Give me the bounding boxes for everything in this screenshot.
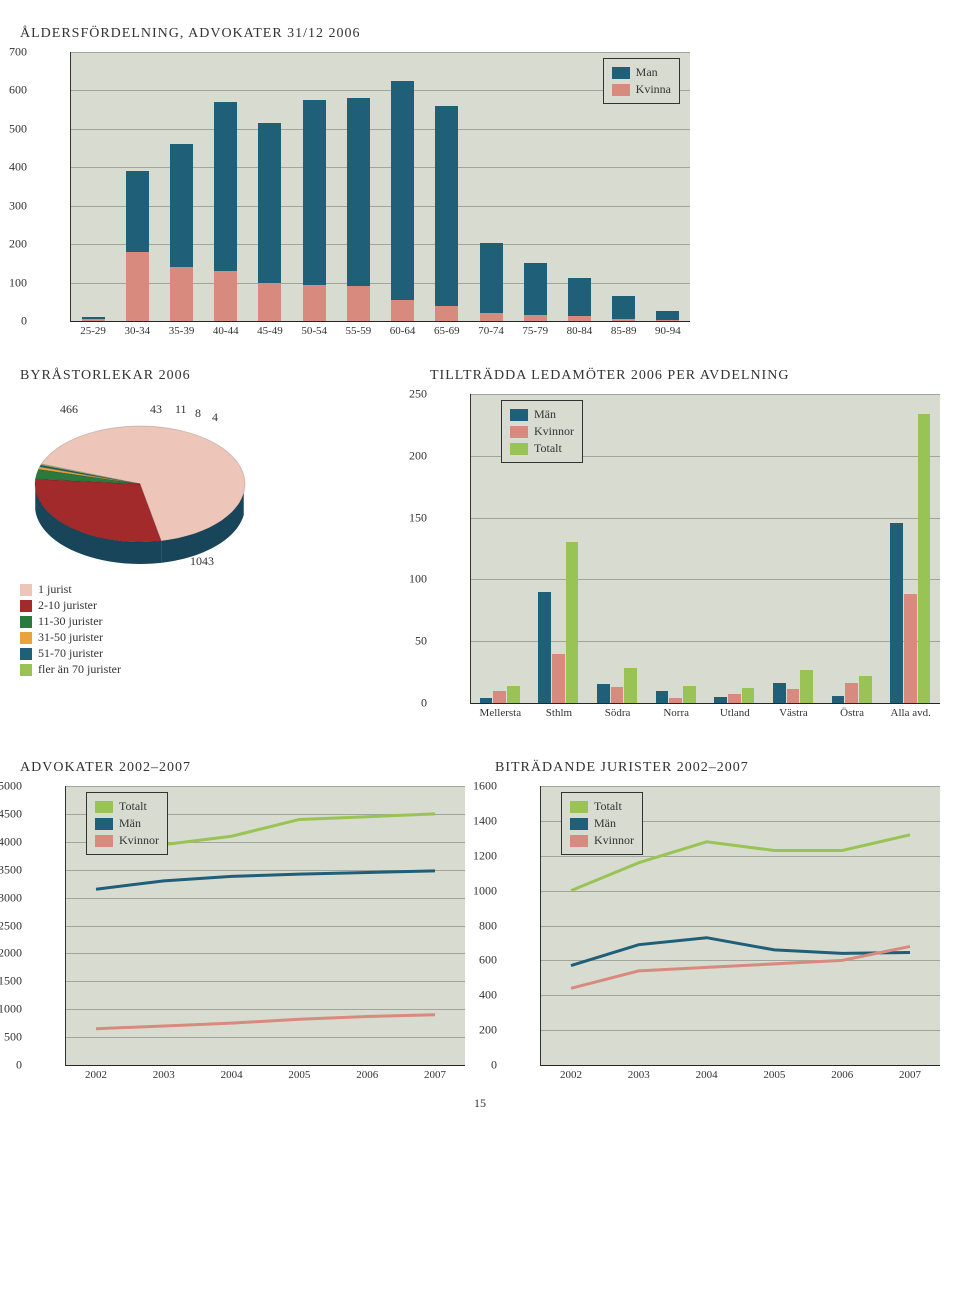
- pie-legend: 1 jurist2-10 jurister11-30 jurister31-50…: [20, 582, 400, 677]
- chart4-title: BITRÄDANDE JURISTER 2002–2007: [495, 760, 940, 776]
- age-bar: [347, 98, 370, 321]
- ledamoter-bar: [624, 668, 637, 703]
- chart3-plot: 0500100015002000250030003500400045005000…: [65, 786, 465, 1066]
- pie-legend-item: 51-70 jurister: [20, 646, 400, 661]
- ledamoter-bar: [787, 689, 800, 703]
- chart2-title: TILLTRÄDDA LEDAMÖTER 2006 PER AVDELNING: [430, 368, 940, 384]
- age-bar: [126, 171, 149, 321]
- ledamoter-bar: [597, 684, 610, 703]
- pie-label-8: 8: [195, 406, 201, 421]
- age-distribution-section: ÅLDERSFÖRDELNING, ADVOKATER 31/12 2006 0…: [20, 26, 940, 322]
- line-legend: TotaltMänKvinnor: [561, 792, 643, 855]
- line-legend: TotaltMänKvinnor: [86, 792, 168, 855]
- age-bar: [214, 102, 237, 321]
- pie-label-1043: 1043: [190, 554, 214, 569]
- pie-label-466: 466: [60, 402, 78, 417]
- middle-row: BYRÅSTORLEKAR 2006 466 43 11 8 4 1043 1 …: [20, 362, 940, 704]
- pie-legend-item: 11-30 jurister: [20, 614, 400, 629]
- age-bar: [612, 296, 635, 321]
- ledamoter-bar: [552, 654, 565, 703]
- pie-label-4: 4: [212, 410, 218, 425]
- page-number: 15: [20, 1096, 940, 1111]
- ledamoter-bar: [507, 686, 520, 703]
- age-bar: [391, 81, 414, 321]
- chart4-plot: 0200400600800100012001400160020022003200…: [540, 786, 940, 1066]
- ledamoter-bar: [683, 686, 696, 703]
- chart1-title: ÅLDERSFÖRDELNING, ADVOKATER 31/12 2006: [20, 26, 940, 42]
- age-bar: [524, 263, 547, 321]
- pie-legend-item: 1 jurist: [20, 582, 400, 597]
- age-bar: [170, 144, 193, 321]
- age-bar: [258, 123, 281, 321]
- ledamoter-bar: [493, 691, 506, 703]
- ledamoter-bar: [742, 688, 755, 703]
- pie-label-43: 43: [150, 402, 162, 417]
- chart3-title: ADVOKATER 2002–2007: [20, 760, 465, 776]
- ledamoter-bar: [656, 691, 669, 703]
- ledamoter-bar: [890, 523, 903, 703]
- chart1-legend: ManKvinna: [603, 58, 680, 104]
- ledamoter-bar: [904, 594, 917, 703]
- ledamoter-bar: [611, 687, 624, 703]
- age-bar: [568, 278, 591, 321]
- ledamoter-bar: [859, 676, 872, 703]
- line-man: [571, 938, 910, 966]
- age-bar: [480, 243, 503, 321]
- chart1-plot: 010020030040050060070025-2930-3435-3940-…: [70, 52, 690, 322]
- pie-title: BYRÅSTORLEKAR 2006: [20, 368, 400, 384]
- ledamoter-bar: [800, 670, 813, 703]
- line-kvinna: [96, 1015, 435, 1029]
- ledamoter-bar: [538, 592, 551, 703]
- line-man: [96, 871, 435, 889]
- age-bar: [656, 311, 679, 321]
- ledamoter-bar: [728, 694, 741, 703]
- ledamoter-bar: [845, 683, 858, 703]
- ledamoter-bar: [773, 683, 786, 703]
- age-bar: [435, 106, 458, 321]
- ledamoter-bar: [918, 414, 931, 703]
- bottom-row: ADVOKATER 2002–2007 05001000150020002500…: [20, 754, 940, 1066]
- pie-label-11: 11: [175, 402, 187, 417]
- pie-chart: 466 43 11 8 4 1043: [20, 404, 280, 574]
- pie-legend-item: fler än 70 jurister: [20, 662, 400, 677]
- pie-legend-item: 31-50 jurister: [20, 630, 400, 645]
- pie-legend-item: 2-10 jurister: [20, 598, 400, 613]
- ledamoter-bar: [832, 696, 845, 703]
- chart2-plot: 050100150200250MellerstaSthlmSödraNorraU…: [470, 394, 940, 704]
- ledamoter-bar: [566, 542, 579, 703]
- chart2-legend: MänKvinnorTotalt: [501, 400, 583, 463]
- age-bar: [303, 100, 326, 321]
